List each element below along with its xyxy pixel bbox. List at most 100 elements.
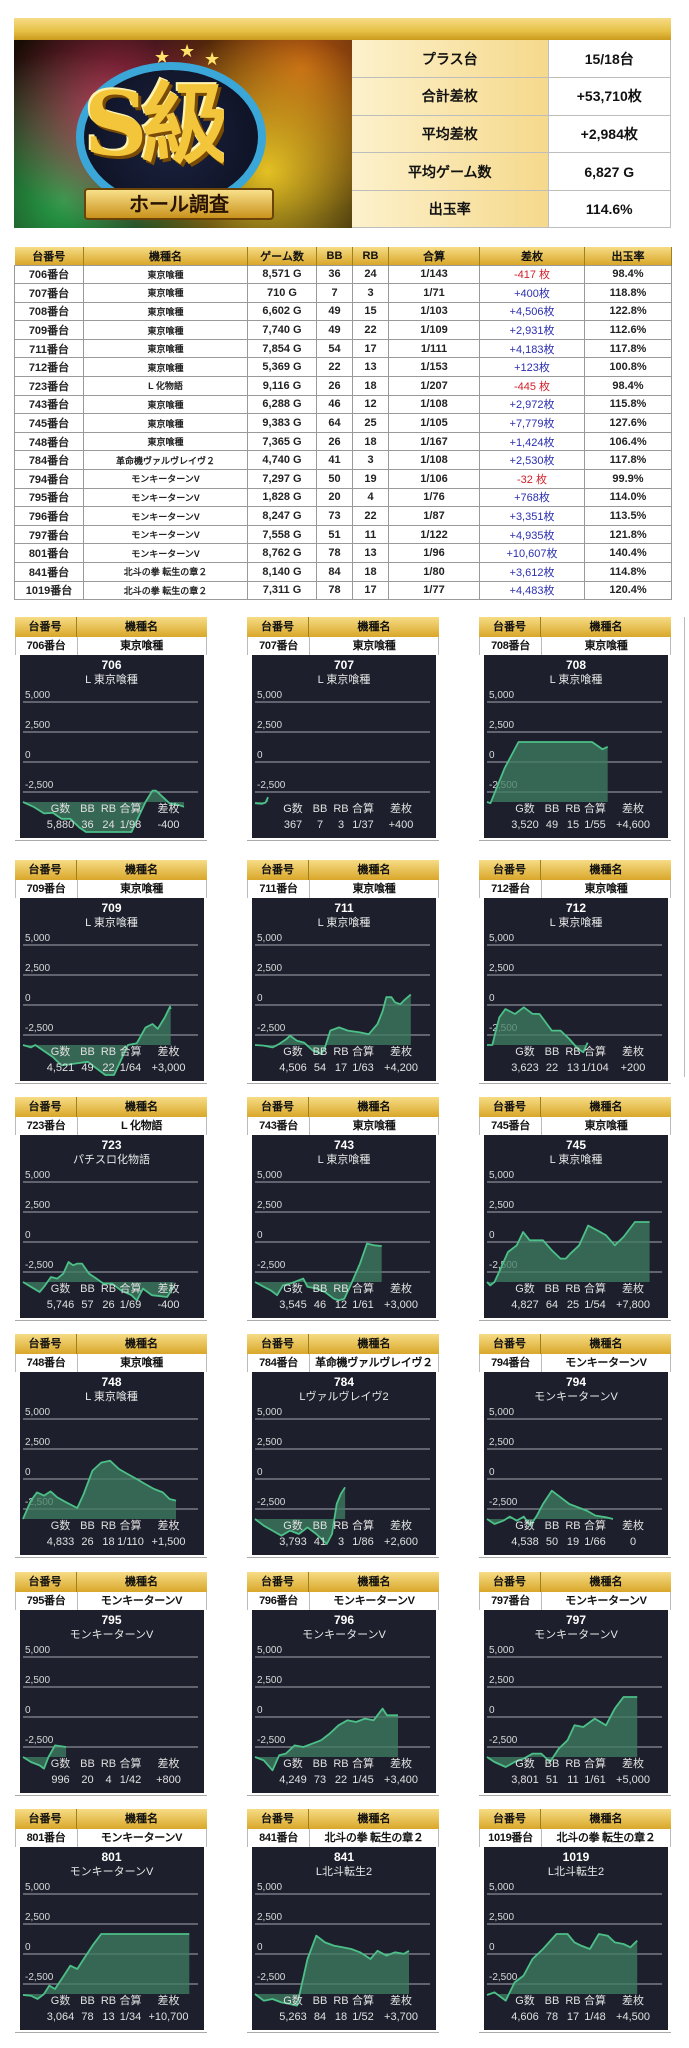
machine-name[interactable]: モンキーターンV — [100, 1595, 183, 1607]
stat-value: +200 — [620, 1062, 646, 1074]
machine-card: 台番号 機種名 784番台 革命機ヴァルヴレイヴ２ 784 Lヴァルヴレイヴ2 5,000 2… — [247, 1334, 439, 1558]
machine-name[interactable]: 東京喰種 — [352, 1120, 396, 1132]
y-tick-label: 0 — [25, 993, 31, 1004]
machine-number[interactable]: 707番台 — [248, 637, 310, 655]
machine-name[interactable]: 東京喰種 — [584, 640, 628, 652]
machine-number[interactable]: 796番台 — [248, 1592, 310, 1610]
bb-count: 46 — [316, 394, 353, 415]
machine-number[interactable]: 841番台 — [248, 1829, 310, 1847]
stat-header: RB — [565, 1995, 581, 2007]
stat-value: 4,833 — [46, 1536, 75, 1548]
machine-number: 795番台 — [14, 487, 84, 508]
machine-number[interactable]: 711番台 — [248, 880, 310, 898]
machine-card: 台番号 機種名 796番台 モンキーターンV 796 モンキーターンV 5,000 2,500… — [247, 1572, 439, 1796]
stat-value: 1/54 — [584, 1299, 606, 1311]
stat-header: 合算 — [352, 1046, 374, 1058]
summary-row: 平均ゲーム数 6,827 G — [352, 152, 671, 191]
stat-header: 合算 — [352, 1520, 374, 1532]
machine-number[interactable]: 745番台 — [480, 1117, 542, 1135]
machine-number[interactable]: 743番台 — [248, 1117, 310, 1135]
summary-value: +2,984枚 — [548, 115, 671, 154]
coin-difference: +1,424枚 — [479, 431, 585, 452]
table-row: 723番台 L 化物語 9,116 G 26 18 1/207 -445 枚 98.4% — [14, 376, 672, 396]
summary-value: 114.6% — [548, 190, 671, 229]
machine-number[interactable]: 723番台 — [16, 1117, 78, 1135]
stat-value: 1/55 — [584, 819, 606, 831]
machine-name[interactable]: モンキーターンV — [565, 1357, 647, 1369]
combined-rate: 1/103 — [388, 301, 480, 322]
series-line — [254, 1707, 398, 1772]
machine-name[interactable]: 東京喰種 — [120, 640, 163, 652]
payout-rate: 100.8% — [584, 357, 672, 378]
machine-name[interactable]: 東京喰種 — [120, 883, 163, 895]
coin-difference: -32 枚 — [479, 469, 585, 489]
chart-number: 841 — [333, 1850, 355, 1864]
machine-name[interactable]: 東京喰種 — [584, 1120, 628, 1132]
stat-value: +10,700 — [148, 2011, 189, 2023]
machine-name[interactable]: 東京喰種 — [584, 883, 628, 895]
stat-header: RB — [565, 803, 581, 815]
y-tick-label: 2,500 — [257, 1200, 282, 1211]
machine-number[interactable]: 706番台 — [16, 637, 78, 655]
machine-number: 708番台 — [14, 301, 84, 322]
y-tick-label: 0 — [25, 750, 31, 761]
machine-number-label: 台番号 — [479, 1334, 541, 1354]
logo-banner: ホール調査 — [84, 188, 274, 220]
machine-name: 北斗の拳 転生の章２ — [83, 562, 248, 582]
stat-value: 17 — [566, 2011, 580, 2023]
machine-number[interactable]: 712番台 — [480, 880, 542, 898]
y-tick-label: 5,000 — [489, 1882, 514, 1893]
machine-number[interactable]: 784番台 — [248, 1354, 310, 1372]
column-header: 差枚 — [479, 247, 585, 265]
machine-number[interactable]: 708番台 — [480, 637, 542, 655]
machine-name[interactable]: L 化物語 — [120, 1120, 163, 1132]
machine-name[interactable]: 東京喰種 — [120, 1357, 163, 1369]
stat-header: RB — [565, 1758, 581, 1770]
machine-number[interactable]: 794番台 — [480, 1354, 542, 1372]
combined-rate: 1/167 — [388, 431, 480, 452]
card-divider — [247, 1795, 439, 1796]
rb-count: 13 — [352, 357, 389, 378]
stat-header: BB — [80, 803, 95, 815]
y-tick-label: 5,000 — [25, 690, 50, 701]
slump-chart-panel: 709 L 東京喰種 5,000 2,500 0 -2,500 G数 4,521 BB 49 RB 2… — [19, 898, 204, 1081]
machine-name[interactable]: モンキーターンV — [565, 1595, 647, 1607]
stat-header: 合算 — [119, 1283, 142, 1295]
slump-chart-panel: 841 L北斗転生2 5,000 2,500 0 -2,500 G数 5,263 BB 84 RB 1… — [252, 1847, 436, 2030]
stat-header: BB — [80, 1046, 95, 1058]
y-tick-label: 5,000 — [489, 690, 514, 701]
machine-number[interactable]: 709番台 — [16, 880, 78, 898]
machine-number[interactable]: 748番台 — [16, 1354, 78, 1372]
machine-name: 東京喰種 — [83, 394, 248, 415]
machine-number[interactable]: 801番台 — [16, 1829, 78, 1847]
machine-name[interactable]: 東京喰種 — [352, 883, 396, 895]
stat-value: 20 — [81, 1774, 94, 1786]
rb-count: 15 — [352, 301, 389, 322]
payout-rate: 120.4% — [584, 580, 672, 601]
series-area — [487, 1222, 650, 1286]
summary-row: プラス台 15/18台 — [352, 40, 671, 79]
card-divider — [247, 1557, 439, 1558]
machine-number[interactable]: 797番台 — [480, 1592, 542, 1610]
machine-name[interactable]: 北斗の拳 転生の章２ — [556, 1832, 656, 1844]
stat-header: G数 — [515, 803, 535, 815]
card-divider — [479, 840, 671, 841]
stat-value: 73 — [313, 1774, 327, 1786]
scrollbar-track[interactable] — [684, 617, 685, 1077]
machine-name[interactable]: 東京喰種 — [352, 640, 396, 652]
machine-name[interactable]: モンキーターンV — [100, 1832, 183, 1844]
machine-name[interactable]: 北斗の拳 転生の章２ — [324, 1832, 424, 1844]
y-tick-label: 2,500 — [489, 1912, 514, 1923]
machine-number[interactable]: 1019番台 — [480, 1829, 542, 1847]
series-line — [486, 1696, 638, 1768]
table-row: 797番台 モンキーターンV 7,558 G 51 11 1/122 +4,935枚 121.… — [14, 524, 672, 545]
machine-number: 748番台 — [14, 431, 84, 452]
machine-name[interactable]: 革命機ヴァルヴレイヴ２ — [315, 1357, 433, 1369]
summary-value: 15/18台 — [548, 40, 671, 79]
card-divider — [247, 1083, 439, 1084]
machine-number[interactable]: 795番台 — [16, 1592, 78, 1610]
machine-name[interactable]: モンキーターンV — [333, 1595, 415, 1607]
